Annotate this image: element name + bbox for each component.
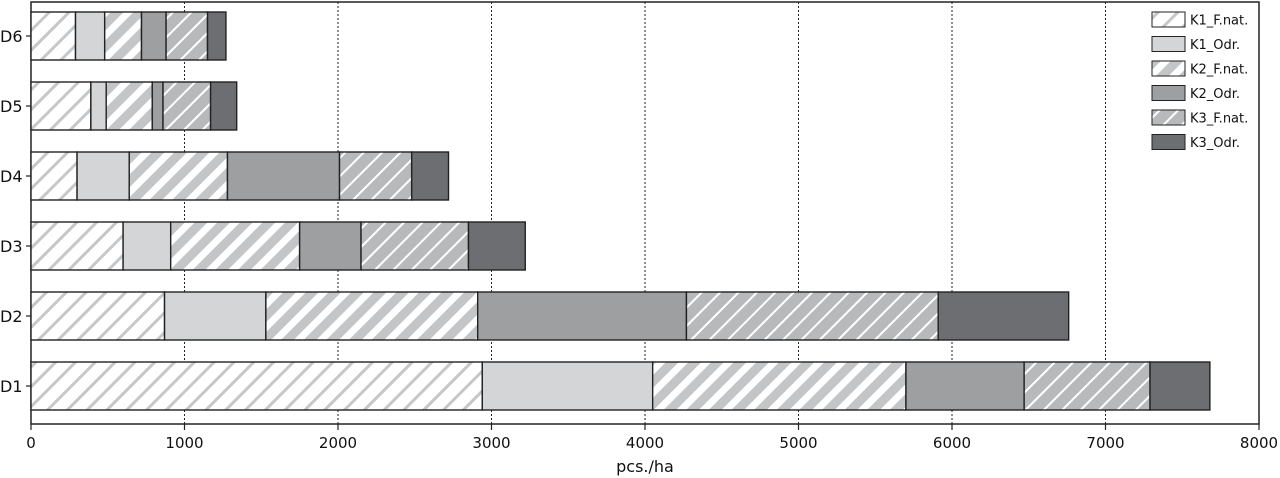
bar-d3-k1-odr-: [122, 221, 172, 271]
bar-d1-k1-f-nat-: [30, 361, 483, 411]
x-tick-label: 4000: [626, 434, 664, 452]
bar-d5-k2-f-nat-: [105, 81, 153, 131]
bar-d5-k3-odr-: [209, 81, 238, 131]
x-tick-label: 0: [26, 434, 36, 452]
bar-d4-k1-odr-: [76, 151, 130, 201]
x-tick-label: 6000: [933, 434, 971, 452]
legend-swatch: [1151, 85, 1186, 101]
category-label: D4: [0, 167, 23, 186]
legend-swatch: [1151, 11, 1186, 28]
bar-d3-k2-odr-: [298, 221, 362, 271]
category-label: D1: [0, 377, 23, 396]
x-tick-label: 5000: [779, 434, 817, 452]
x-tick-label: 7000: [1086, 434, 1124, 452]
category-label: D3: [0, 237, 23, 256]
x-tick-label: 2000: [319, 434, 357, 452]
bar-d3-k2-f-nat-: [169, 221, 301, 271]
bar-d2-k3-odr-: [937, 291, 1070, 341]
x-tick-label: 3000: [472, 434, 510, 452]
bar-d1-k2-odr-: [905, 361, 1025, 411]
legend-label: K1_Odr.: [1190, 38, 1240, 53]
plot-border: [30, 1, 1260, 425]
bar-d4-k3-f-nat-: [338, 151, 413, 201]
legend-label: K1_F.nat.: [1190, 14, 1248, 29]
bar-d1-k3-f-nat-: [1023, 361, 1151, 411]
legend-swatch: [1151, 109, 1186, 126]
y-axis: D6 D5 D4 D3 D2 D1: [0, 27, 31, 396]
category-label: D6: [0, 27, 23, 46]
bar-d5-k1-f-nat-: [30, 81, 92, 131]
plot-area: [30, 1, 1260, 425]
bar-d4-k2-odr-: [226, 151, 341, 201]
bar-d4-k1-f-nat-: [30, 151, 78, 201]
bars: [30, 11, 1211, 411]
x-axis-title: pcs./ha: [616, 457, 674, 476]
bar-d2-k1-odr-: [163, 291, 267, 341]
bar-d3-k3-odr-: [467, 221, 526, 271]
legend-label: K2_F.nat.: [1190, 63, 1248, 78]
bar-d3-k1-f-nat-: [30, 221, 124, 271]
bar-d6-k1-odr-: [74, 11, 106, 61]
bar-d6-k3-f-nat-: [165, 11, 209, 61]
legend-label: K3_Odr.: [1190, 136, 1240, 151]
legend: K1_F.nat. K1_Odr. K2_F.nat. K2_Odr. K3_F.nat…: [1151, 11, 1248, 151]
bar-d1-k1-odr-: [481, 361, 654, 411]
bar-d4-k3-odr-: [410, 151, 450, 201]
legend-label: K2_Odr.: [1190, 87, 1240, 102]
bar-d1-k3-odr-: [1149, 361, 1211, 411]
legend-label: K3_F.nat.: [1190, 112, 1248, 127]
bar-d4-k2-f-nat-: [128, 151, 229, 201]
bar-d2-k3-f-nat-: [685, 291, 939, 341]
bar-d6-k2-odr-: [140, 11, 167, 61]
legend-swatch: [1151, 60, 1186, 77]
bar-d2-k1-f-nat-: [30, 291, 166, 341]
bar-d2-k2-odr-: [476, 291, 688, 341]
bar-d2-k2-f-nat-: [265, 291, 479, 341]
bar-d6-k3-odr-: [206, 11, 227, 61]
bar-d6-k1-f-nat-: [30, 11, 77, 61]
x-tick-label: 1000: [165, 434, 203, 452]
legend-swatch: [1151, 134, 1186, 150]
bar-d1-k2-f-nat-: [651, 361, 907, 411]
x-axis: 0 1000 2000 3000 4000 5000 6000 7000 8000: [26, 424, 1278, 452]
bar-d3-k3-f-nat-: [360, 221, 470, 271]
bar-d5-k3-f-nat-: [162, 81, 212, 131]
bar-d5-k1-odr-: [90, 81, 107, 131]
category-label: D5: [0, 97, 23, 116]
category-label: D2: [0, 307, 23, 326]
x-tick-label: 8000: [1240, 434, 1278, 452]
legend-swatch: [1151, 36, 1186, 52]
bar-d6-k2-f-nat-: [103, 11, 143, 61]
bar-d5-k2-odr-: [151, 81, 164, 131]
